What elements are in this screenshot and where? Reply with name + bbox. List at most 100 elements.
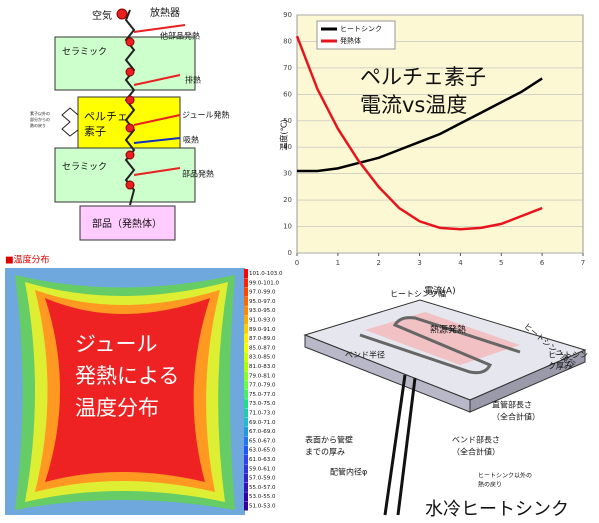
node bbox=[116, 8, 128, 20]
scale-swatch bbox=[244, 380, 248, 390]
y-axis-label: 温度(℃) bbox=[279, 119, 289, 150]
scale-label: 87.0-89.0 bbox=[249, 336, 276, 342]
x-axis-label: 電流(A) bbox=[424, 285, 455, 297]
legend-label: 発熱体 bbox=[340, 36, 361, 45]
scale-swatch bbox=[244, 417, 248, 427]
x-tick-label: 4 bbox=[458, 259, 463, 267]
node bbox=[125, 37, 135, 47]
y-tick-label: 70 bbox=[283, 64, 292, 72]
overlay-text: 発熱による bbox=[75, 364, 179, 388]
heatmap-title: ■温度分布 bbox=[5, 254, 50, 266]
legend-label: ヒートシンク bbox=[340, 25, 382, 33]
scale-label: 85.0-87.0 bbox=[249, 345, 276, 351]
scale-swatch bbox=[244, 445, 248, 455]
label: 部分からの bbox=[30, 116, 50, 122]
scale-label: 101.0-103.0 bbox=[249, 271, 283, 277]
scale-label: 89.0-91.0 bbox=[249, 327, 276, 333]
scale-swatch bbox=[244, 278, 248, 288]
legend-box bbox=[316, 20, 396, 50]
scale-label: 65.0-67.0 bbox=[249, 438, 276, 444]
scale-label: 97.0-99.0 bbox=[249, 290, 276, 296]
scale-label: 73.0-75.0 bbox=[249, 401, 276, 407]
scale-label: 99.0-101.0 bbox=[249, 280, 279, 286]
scale-swatch bbox=[244, 389, 248, 399]
label: 直管部長さ bbox=[492, 400, 532, 410]
label: 排熱 bbox=[185, 75, 201, 85]
heat-zone bbox=[45, 298, 210, 482]
label: 他部品発熱 bbox=[160, 31, 200, 41]
scale-swatch bbox=[244, 455, 248, 464]
scale-swatch bbox=[244, 408, 248, 418]
caption: 水冷ヒートシンク bbox=[425, 499, 569, 520]
label: 素子 bbox=[84, 125, 106, 138]
label: 部品発熱 bbox=[182, 169, 214, 179]
scale-label: 77.0-79.0 bbox=[249, 383, 276, 389]
node bbox=[125, 95, 135, 105]
label: （全合計値） bbox=[492, 412, 540, 422]
scale-swatch bbox=[244, 287, 248, 297]
node bbox=[125, 123, 135, 133]
label: 熱の戻り bbox=[478, 481, 502, 489]
scale-label: 55.0-57.0 bbox=[249, 485, 276, 491]
series-line bbox=[295, 35, 543, 231]
scale-label: 81.0-83.0 bbox=[249, 364, 276, 370]
x-tick-label: 7 bbox=[581, 259, 585, 267]
y-tick-label: 50 bbox=[283, 117, 292, 125]
series-line bbox=[297, 77, 543, 173]
scale-swatch bbox=[244, 352, 248, 362]
scale-label: 67.0-69.0 bbox=[249, 429, 276, 435]
part-box bbox=[79, 205, 176, 241]
label: ク厚み bbox=[548, 362, 572, 371]
x-tick-label: 3 bbox=[417, 259, 421, 267]
y-tick-label: 40 bbox=[283, 143, 292, 151]
y-tick-label: 10 bbox=[283, 223, 292, 231]
scale-swatch bbox=[244, 399, 248, 409]
node bbox=[125, 150, 135, 160]
label: ジュール発熱 bbox=[182, 110, 229, 120]
scale-swatch bbox=[244, 269, 248, 278]
label: セラミック bbox=[62, 162, 107, 173]
cap-wire bbox=[133, 24, 186, 33]
overlay-text: ジュール bbox=[75, 332, 158, 356]
cap-wire bbox=[133, 114, 181, 126]
scale-swatch bbox=[244, 343, 248, 353]
cap-wire bbox=[133, 74, 181, 86]
x-tick-label: 1 bbox=[336, 259, 340, 267]
y-tick-label: 0 bbox=[288, 249, 292, 257]
scale-label: 61.0-63.0 bbox=[249, 457, 276, 463]
x-tick-label: 2 bbox=[376, 259, 380, 267]
label: 熱の戻り bbox=[30, 122, 46, 128]
label: 部品（発熱体） bbox=[92, 217, 162, 230]
scale-swatch bbox=[244, 306, 248, 316]
label: ペルチェ bbox=[84, 110, 128, 123]
cap-wire bbox=[133, 167, 181, 176]
label: （全合計値） bbox=[452, 447, 500, 457]
scale-swatch bbox=[244, 334, 248, 344]
label: ベンド部長さ bbox=[452, 435, 500, 445]
x-tick-label: 0 bbox=[295, 259, 299, 267]
overlay-title: 電流vs温度 bbox=[360, 93, 467, 117]
overlay-title: ペルチェ素子 bbox=[360, 65, 486, 89]
scale-swatch bbox=[244, 362, 248, 371]
scale-swatch bbox=[244, 473, 248, 483]
ceramic-box bbox=[54, 36, 196, 91]
y-tick-label: 30 bbox=[283, 170, 292, 178]
node bbox=[125, 67, 135, 77]
pipe-end bbox=[383, 374, 407, 516]
scale-swatch bbox=[244, 436, 248, 446]
label: 空気 bbox=[92, 9, 112, 22]
cap-wire bbox=[133, 137, 181, 144]
scale-swatch bbox=[244, 492, 248, 502]
x-tick-label: 5 bbox=[499, 259, 503, 267]
y-tick-label: 90 bbox=[283, 11, 292, 19]
scale-label: 51.0-53.0 bbox=[249, 504, 276, 510]
pipe-ends bbox=[383, 374, 417, 516]
scale-label: 93.0-95.0 bbox=[249, 308, 276, 314]
scale-label: 59.0-61.0 bbox=[249, 466, 276, 472]
scale-label: 91.0-93.0 bbox=[249, 318, 276, 324]
scale-swatch bbox=[244, 371, 248, 381]
scale-label: 57.0-59.0 bbox=[249, 476, 276, 482]
scale-swatch bbox=[244, 315, 248, 325]
label: 表面から管壁 bbox=[305, 435, 353, 445]
